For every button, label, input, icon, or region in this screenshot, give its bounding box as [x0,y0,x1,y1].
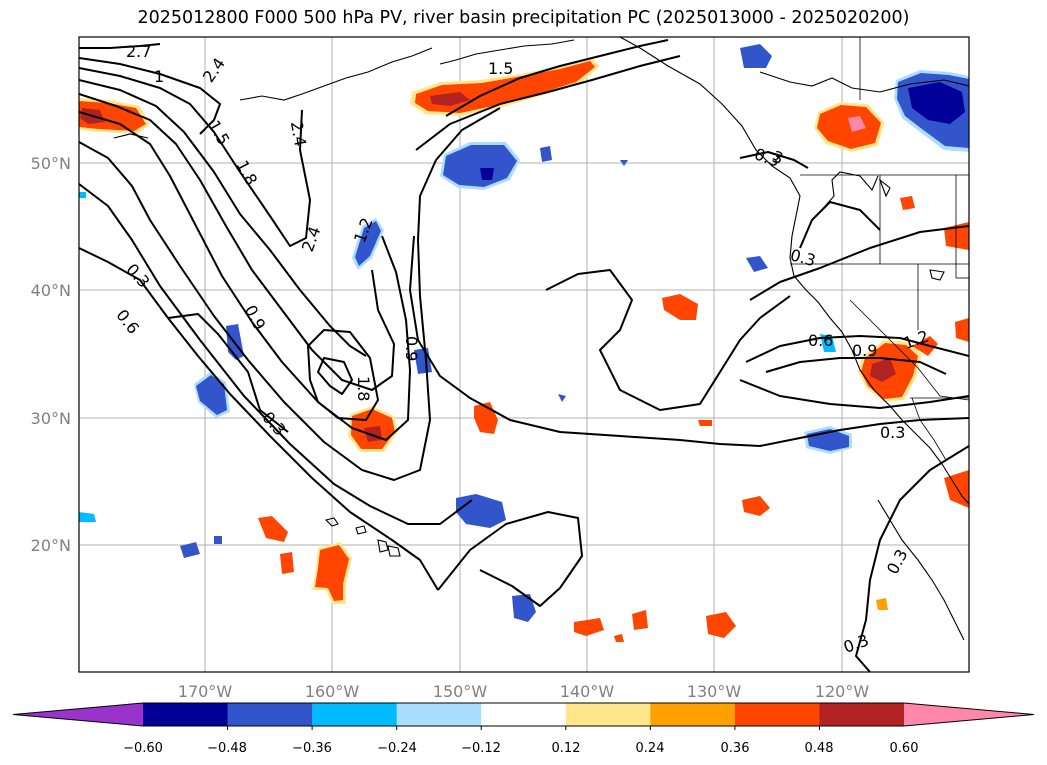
pv-contour-0.3-southeast [855,445,969,672]
colorbar-label: 0.36 [721,741,750,756]
contour-label: 0.6 [808,331,833,350]
coastlines [113,37,969,641]
pv-contour-0.6-core [307,329,379,421]
pv-contour-0.3-east-upper [749,225,969,301]
pv-contour-0.3-upper-loop [167,313,289,433]
lon-label: 170°W [178,682,233,701]
colorbar-segment [734,703,820,726]
lon-label: 150°W [433,682,488,701]
pv-contour-3 [739,151,809,169]
contour-label: 1 [154,67,164,86]
colorbar-segment [481,703,567,726]
lat-label: 30°N [31,409,71,428]
colorbar-label: 0.60 [890,741,919,756]
pv-contour-1.5-gulf [445,39,669,117]
precip-patch-north-pacific [440,142,520,190]
colorbar-extend-low [13,703,143,726]
colorbar-label: −0.48 [207,741,247,756]
colorbar-label: −0.36 [292,741,332,756]
lon-label: 160°W [305,682,360,701]
map-frame [78,36,970,673]
lat-label: 20°N [31,536,71,555]
pv-contour-0.9-east [745,335,969,363]
map-panel [79,37,969,672]
colorbar-segment [396,703,482,726]
longitude-labels: 170°W 160°W 150°W 140°W 130°W 120°W [178,682,870,701]
precip-patch-gulf-alaska [410,58,600,116]
colorbar-label: 0.24 [636,741,665,756]
borders [790,37,969,461]
pv-contour-0.3-east-lobe [799,201,881,249]
colorbar-segment [819,703,905,726]
colorbar-label: −0.60 [123,741,163,756]
lon-label: 140°W [560,682,615,701]
lon-label: 120°W [815,682,870,701]
pv-contour-1.2-east [765,357,947,375]
contour-label: 1.8 [354,376,373,401]
pv-contour-0.6 [79,183,473,525]
pv-contour-1.5 [79,93,395,391]
precip-patch-northeast-corner [894,70,969,152]
contour-label: 0.3 [880,423,905,442]
colorbar-label: 0.48 [805,741,834,756]
precip-positive-patches [79,58,969,642]
colorbar-outline [12,702,1035,727]
pv-contour-2.4-west [79,57,221,135]
pv-contour-0.3-south [437,511,583,607]
map-title: 2025012800 F000 500 hPa PV, river basin … [137,8,910,28]
latitude-labels: 50°N 40°N 30°N 20°N [31,154,71,555]
contour-label: 2.7 [126,42,151,61]
pv-contour-0.3 [79,247,439,591]
pv-contour-0.3-core [317,357,353,395]
colorbar-labels: −0.60 −0.48 −0.36 −0.24 −0.12 0.12 0.24 … [123,741,918,756]
colorbar-segment [312,703,398,726]
pv-contour-0.3-bump [545,269,791,411]
lon-label: 130°W [687,682,742,701]
contour-label: 0.9 [402,336,421,361]
colorbar-segment [227,703,313,726]
colorbar-label: −0.12 [461,741,501,756]
lat-label: 40°N [31,281,71,300]
contour-label: 1.5 [488,59,513,78]
lat-label: 50°N [31,154,71,173]
precip-patch-pacific-northwest [814,102,884,152]
colorbar-segment [650,703,736,726]
pv-contour-1.8-west [79,79,367,357]
pv-contour-0.6-east [739,379,969,409]
precip-patch-misc [258,294,888,642]
colorbar-extend-high [904,703,1034,726]
colorbar-segment [143,703,229,726]
precip-negative-patches [79,44,969,622]
gridlines [79,37,969,672]
pv-contour-0.9-left [79,107,501,481]
pv-contour-1.2-gulf [415,55,681,151]
colorbar-label: −0.24 [377,741,417,756]
pv-contours [79,39,969,672]
pv-contour-2.1 [79,67,311,247]
colorbar-label: 0.12 [552,741,581,756]
pv-contour-0.3-center [409,235,969,447]
colorbar [12,702,1035,730]
contour-label: 2.4 [287,120,310,148]
colorbar-segment [565,703,651,726]
pv-contour-1.2 [79,111,411,441]
contour-label: 0.9 [852,341,877,360]
pv-contour-2.7 [79,43,161,49]
